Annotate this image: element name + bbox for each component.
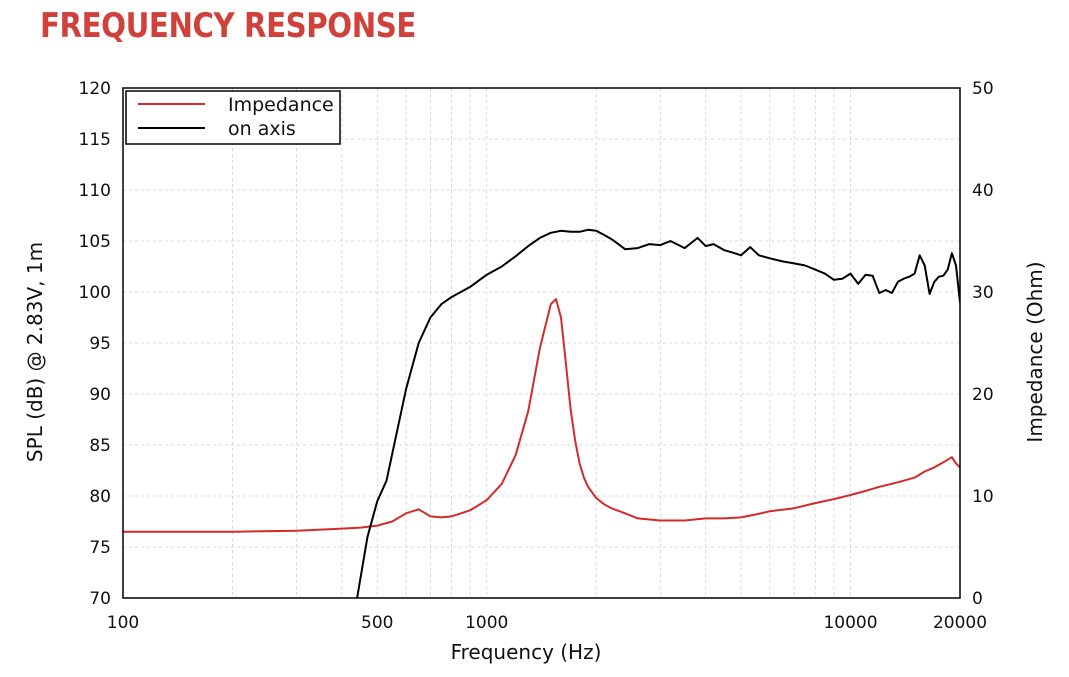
y2-tick-label: 40 (972, 181, 994, 201)
y-tick-label: 110 (79, 181, 111, 201)
y2-tick-label: 30 (972, 283, 994, 303)
y-tick-label: 105 (79, 232, 111, 252)
x-tick-label: 500 (361, 613, 393, 633)
x-tick-label: 20000 (933, 613, 987, 633)
y-tick-label: 120 (79, 79, 111, 99)
x-tick-label: 1000 (465, 613, 508, 633)
y2-tick-label: 20 (972, 385, 994, 405)
grid (123, 88, 960, 598)
series-lines (123, 228, 960, 598)
legend-label-on-axis: on axis (228, 118, 296, 140)
y-tick-label: 75 (89, 538, 111, 558)
y-axis-title: SPL (dB) @ 2.83V, 1m (23, 242, 47, 462)
y2-axis-title: Impedance (Ohm) (1023, 261, 1047, 442)
series-line-impedance (123, 298, 960, 533)
y-tick-label: 115 (79, 130, 111, 150)
axis-ticks: 100 500 1000 10000 2000070758085909510010511… (79, 79, 994, 633)
y-tick-label: 95 (89, 334, 111, 354)
y2-tick-label: 10 (972, 487, 994, 507)
series-line-on-axis (356, 228, 960, 598)
x-axis-title: Frequency (Hz) (451, 640, 602, 664)
y-tick-label: 85 (89, 436, 111, 456)
page-title: FREQUENCY RESPONSE (40, 6, 416, 46)
y-tick-label: 100 (79, 283, 111, 303)
x-tick-label: 100 (107, 613, 139, 633)
y-tick-label: 80 (89, 487, 111, 507)
legend-box (125, 90, 341, 145)
y2-tick-label: 0 (972, 589, 983, 609)
y-tick-label: 70 (89, 589, 111, 609)
legend: Impedance on axis (125, 90, 341, 145)
legend-label-impedance: Impedance (228, 94, 334, 116)
y-tick-label: 90 (89, 385, 111, 405)
y2-tick-label: 50 (972, 79, 994, 99)
plot-frame (122, 87, 961, 599)
x-tick-label: 10000 (823, 613, 877, 633)
